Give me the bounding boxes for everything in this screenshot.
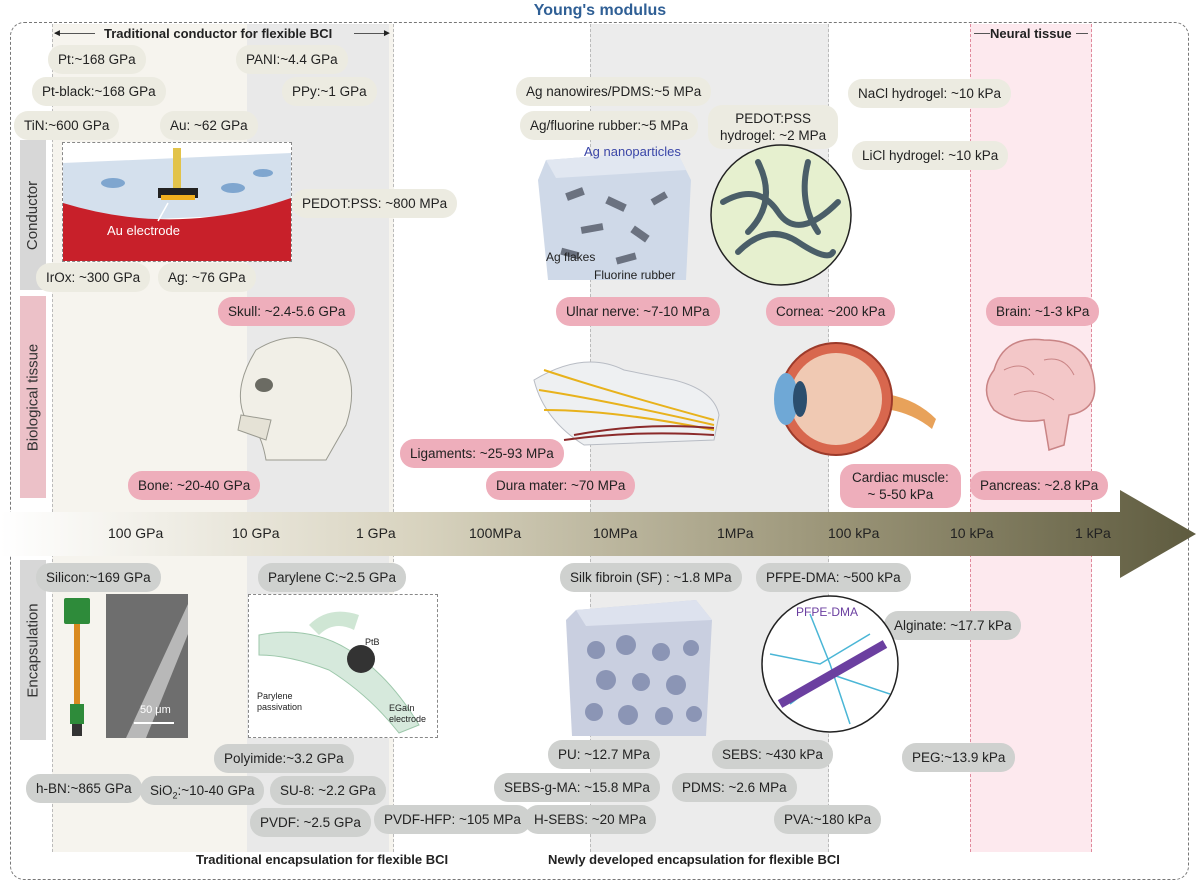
header-arrow-left (55, 33, 95, 34)
tick-10kpa: 10 kPa (950, 525, 994, 541)
parylene-passivation-label: Parylene passivation (257, 691, 303, 712)
tick-1gpa: 1 GPa (356, 525, 396, 541)
pill-ag-fluorine: Ag/fluorine rubber:~5 MPa (520, 111, 698, 140)
arrowhead-left-icon: ◄ (52, 28, 62, 39)
pill-sio2: SiO2:~10-40 GPa (140, 776, 265, 805)
hand-nerve-illustration (533, 361, 720, 446)
scale-bar (134, 722, 174, 724)
pill-brain: Brain: ~1-3 kPa (986, 297, 1100, 326)
footer-traditional-encapsulation: Traditional encapsulation for flexible B… (196, 852, 449, 867)
pill-h-sebs: H-SEBS: ~20 MPa (524, 805, 657, 834)
neural-tissue-band (970, 24, 1092, 852)
pill-dura-mater: Dura mater: ~70 MPa (486, 471, 636, 500)
pill-sebs: SEBS: ~430 kPa (712, 740, 833, 769)
diagram-title: Young's modulus (533, 2, 667, 19)
pill-bone: Bone: ~20-40 GPa (128, 471, 261, 500)
pill-pani: PANI:~4.4 GPa (236, 45, 348, 74)
pill-ag: Ag: ~76 GPa (158, 263, 256, 292)
arrowhead-right-icon: ► (382, 28, 392, 39)
scale-bar-label: 50 μm (140, 704, 171, 716)
fluorine-rubber-label: Fluorine rubber (594, 268, 676, 282)
pill-licl-hydrogel: LiCl hydrogel: ~10 kPa (852, 141, 1009, 170)
neural-arrow-left (974, 33, 990, 34)
pill-skull: Skull: ~2.4-5.6 GPa (218, 297, 356, 326)
modulus-axis-arrow (0, 490, 1196, 578)
row-label-encapsulation: Encapsulation (20, 560, 46, 740)
pill-pvdf-hfp: PVDF-HFP: ~105 MPa (374, 805, 531, 834)
neural-arrow-right (1076, 33, 1088, 34)
ag-flakes-label: Ag flakes (546, 250, 596, 264)
pedot-hydrogel-illustration (710, 144, 852, 286)
header-traditional-conductor: Traditional conductor for flexible BCI (104, 26, 333, 41)
pill-ag-nanowires: Ag nanowires/PDMS:~5 MPa (516, 77, 712, 106)
pill-tin: TiN:~600 GPa (14, 111, 120, 140)
pill-pdms: PDMS: ~2.6 MPa (672, 773, 797, 802)
pill-pva: PVA:~180 kPa (774, 805, 882, 834)
silicon-sem-image: 50 μm (106, 594, 188, 738)
pill-ulnar-nerve: Ulnar nerve: ~7-10 MPa (556, 297, 720, 326)
pill-peg: PEG:~13.9 kPa (902, 743, 1016, 772)
pill-cornea: Cornea: ~200 kPa (766, 297, 896, 326)
silicon-probe-illustration (64, 598, 90, 736)
pill-pvdf: PVDF: ~2.5 GPa (250, 808, 371, 837)
tick-100kpa: 100 kPa (828, 525, 880, 541)
egain-electrode-label: EGaIn electrode (389, 703, 427, 724)
pfpe-dma-illustration: PFPE-DMA (761, 595, 899, 733)
pill-silicon: Silicon:~169 GPa (36, 563, 161, 592)
ag-fluorine-rubber-illustration: Ag nanoparticles Ag flakes Fluorine rubb… (536, 140, 696, 286)
skull-illustration (237, 337, 353, 461)
pill-polyimide: Polyimide:~3.2 GPa (214, 744, 354, 773)
header-arrow-right (354, 33, 388, 34)
pill-su-8: SU-8: ~2.2 GPa (270, 776, 386, 805)
pill-pu: PU: ~12.7 MPa (548, 740, 660, 769)
parylene-illustration: PtB Parylene passivation EGaIn electrode (248, 594, 438, 738)
row-label-biological: Biological tissue (20, 296, 46, 498)
au-electrode-label: Au electrode (107, 223, 180, 238)
tick-10mpa: 10MPa (593, 525, 638, 541)
tick-1kpa: 1 kPa (1075, 525, 1111, 541)
pill-au: Au: ~62 GPa (160, 111, 258, 140)
pill-silk-fibroin: Silk fibroin (SF) : ~1.8 MPa (560, 563, 742, 592)
pill-pancreas: Pancreas: ~2.8 kPa (970, 471, 1109, 500)
pill-parylene-c: Parylene C:~2.5 GPa (258, 563, 406, 592)
ag-nanoparticles-label: Ag nanoparticles (584, 144, 681, 159)
pill-pt: Pt:~168 GPa (48, 45, 146, 74)
pill-pedot-pss: PEDOT:PSS: ~800 MPa (292, 189, 458, 218)
pill-pt-black: Pt-black:~168 GPa (32, 77, 166, 106)
pill-pfpe-dma: PFPE-DMA: ~500 kPa (756, 563, 911, 592)
diagram-frame (10, 22, 1189, 880)
pfpe-dma-image-label: PFPE-DMA (796, 605, 858, 619)
pill-pedot-hydrogel: PEDOT:PSS hydrogel: ~2 MPa (708, 105, 839, 149)
ptb-label: PtB (365, 637, 380, 647)
pill-nacl-hydrogel: NaCl hydrogel: ~10 kPa (848, 79, 1011, 108)
tick-100gpa: 100 GPa (108, 525, 164, 541)
pill-sebs-g-ma: SEBS-g-MA: ~15.8 MPa (494, 773, 660, 802)
eye-illustration (774, 342, 936, 456)
au-electrode-illustration: Au electrode (62, 142, 292, 262)
tick-1mpa: 1MPa (717, 525, 754, 541)
header-neural-tissue: Neural tissue (990, 26, 1072, 41)
pill-ligaments: Ligaments: ~25-93 MPa (400, 439, 564, 468)
footer-new-encapsulation: Newly developed encapsulation for flexib… (548, 852, 840, 867)
pill-alginate: Alginate: ~17.7 kPa (884, 611, 1022, 640)
pill-ppy: PPy:~1 GPa (282, 77, 377, 106)
tick-10gpa: 10 GPa (232, 525, 280, 541)
tick-100mpa: 100MPa (469, 525, 522, 541)
silk-fibroin-illustration (566, 600, 712, 736)
pill-irox: IrOx: ~300 GPa (36, 263, 151, 292)
pill-h-bn: h-BN:~865 GPa (26, 774, 142, 803)
brain-illustration (985, 338, 1096, 451)
pill-cardiac-muscle: Cardiac muscle: ~ 5-50 kPa (840, 464, 961, 508)
